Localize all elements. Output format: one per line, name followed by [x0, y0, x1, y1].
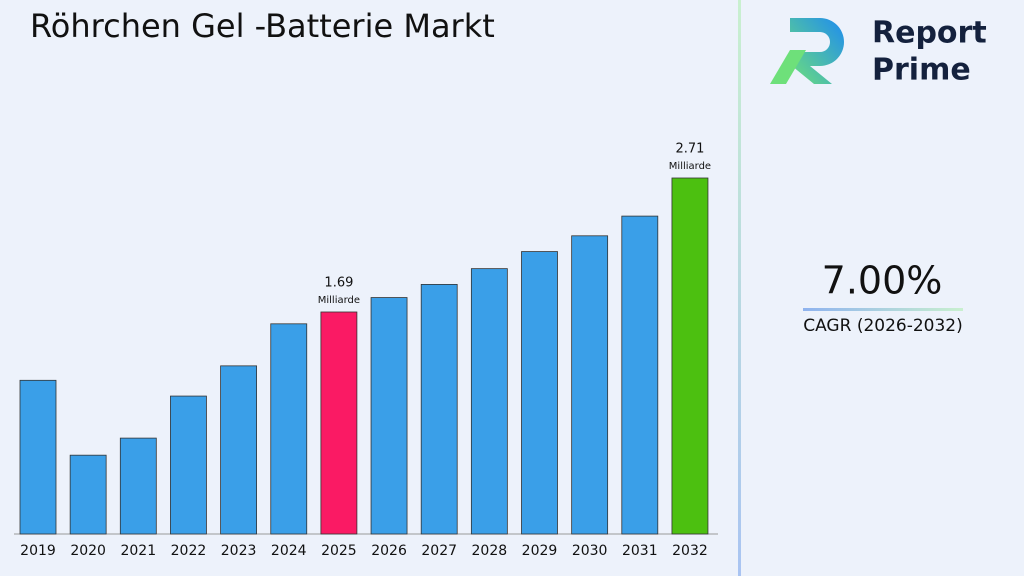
chart-title: Röhrchen Gel -Batterie Markt — [30, 7, 495, 45]
x-tick-label: 2021 — [120, 543, 156, 559]
bar — [521, 251, 558, 535]
x-tick-label: 2025 — [321, 543, 357, 559]
x-tick-label: 2030 — [572, 543, 608, 559]
bar — [220, 365, 258, 535]
x-tick-label: 2019 — [20, 543, 56, 559]
x-tick-label: 2022 — [171, 543, 207, 559]
x-tick-label: 2027 — [421, 543, 457, 559]
value-unit: Milliarde — [669, 161, 711, 172]
bar — [470, 268, 508, 535]
bar — [270, 323, 308, 535]
x-tick-label: 2028 — [472, 543, 508, 559]
logo: Report Prime — [770, 16, 987, 88]
bar — [69, 454, 107, 535]
value-label: 1.69 — [324, 275, 353, 290]
cagr-value: 7.00% — [822, 259, 943, 303]
bar — [19, 379, 57, 535]
bar — [621, 215, 659, 535]
cagr-label: CAGR (2026-2032) — [803, 316, 963, 336]
bar — [420, 284, 458, 535]
value-unit: Milliarde — [318, 295, 360, 306]
divider — [738, 0, 741, 576]
x-tick-label: 2020 — [70, 543, 106, 559]
cagr-underline — [803, 308, 963, 311]
value-label: 2.71 — [675, 142, 704, 157]
bar — [320, 311, 358, 535]
logo-mark — [770, 50, 806, 84]
bar — [671, 177, 709, 535]
x-tick-label: 2024 — [271, 543, 307, 559]
bar — [119, 437, 157, 535]
x-tick-label: 2026 — [371, 543, 407, 559]
logo-text: Report — [872, 16, 987, 51]
bar — [571, 235, 609, 535]
x-tick-label: 2029 — [522, 543, 558, 559]
bar — [170, 395, 207, 535]
x-tick-label: 2023 — [221, 543, 257, 559]
logo-mark — [790, 18, 844, 84]
x-tick-label: 2032 — [672, 543, 708, 559]
bar — [370, 297, 408, 535]
x-tick-label: 2031 — [622, 543, 658, 559]
logo-text: Prime — [872, 53, 971, 88]
